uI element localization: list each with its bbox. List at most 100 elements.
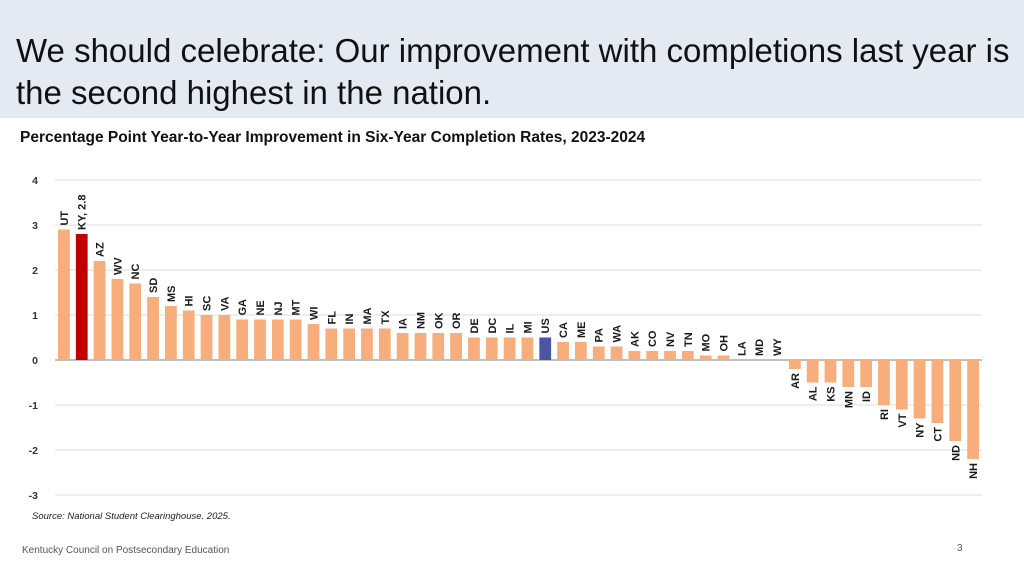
bar-al [806, 360, 819, 383]
bar-fl [325, 328, 338, 360]
bar-ny [913, 360, 926, 419]
category-label: AK [629, 331, 641, 347]
category-label: AR [790, 373, 802, 389]
bar-ut [58, 229, 70, 360]
category-label: OR [451, 312, 463, 329]
category-label: IL [505, 323, 517, 333]
category-label: ME [576, 322, 588, 339]
category-label: IN [344, 313, 356, 324]
category-label: OH [719, 335, 731, 352]
y-tick-label: 3 [32, 220, 38, 232]
bar-nj [271, 319, 284, 360]
bar-or [450, 333, 462, 360]
bar-sc [200, 315, 213, 360]
bar-nh [967, 360, 979, 459]
category-label: KY, 2.8 [77, 195, 89, 230]
category-label: CA [558, 322, 570, 338]
category-label: MI [522, 321, 534, 333]
bar-ia [396, 333, 409, 360]
category-label: US [540, 318, 552, 333]
slide-title: We should celebrate: Our improvement wit… [16, 32, 1010, 111]
category-label: CO [647, 330, 659, 347]
category-label: WY [772, 338, 784, 356]
category-label: VA [219, 296, 231, 311]
bar-co [646, 351, 659, 360]
category-label: ND [950, 445, 962, 461]
bar-ak [628, 351, 641, 360]
bar-dc [485, 337, 498, 360]
bar-ma [361, 328, 373, 360]
category-label: UT [59, 211, 71, 226]
bar-ga [236, 319, 249, 360]
y-tick-label: -1 [29, 400, 38, 412]
bar-sd [147, 297, 159, 360]
category-label: TN [683, 332, 695, 347]
category-label: RI [879, 409, 891, 420]
bar-hi [182, 310, 195, 360]
category-label: NJ [273, 301, 285, 315]
category-label: VT [897, 413, 909, 427]
bar-ne [254, 319, 266, 360]
bar-ct [931, 360, 944, 423]
category-label: AZ [95, 242, 107, 257]
category-label: NH [968, 463, 980, 479]
category-label: NC [130, 264, 142, 280]
category-label: DC [487, 318, 499, 334]
category-label: MN [843, 391, 855, 408]
y-tick-label: -2 [29, 445, 38, 457]
category-label: WA [612, 325, 624, 343]
bar-wa [610, 346, 623, 360]
category-label: IA [398, 318, 410, 329]
category-label: GA [237, 299, 249, 316]
category-label: SC [202, 296, 214, 311]
bar-id [860, 360, 873, 387]
bar-mo [699, 355, 712, 360]
bar-me [575, 342, 587, 360]
source-note: Source: National Student Clearinghouse. … [32, 511, 231, 522]
category-label: TX [380, 310, 392, 325]
bar-vt [895, 360, 908, 410]
category-label: MO [701, 333, 713, 351]
category-label: NY [915, 422, 927, 438]
y-tick-label: -3 [29, 490, 38, 502]
bar-il [503, 337, 516, 360]
bar-nm [414, 333, 427, 360]
bar-mt [289, 319, 302, 360]
bar-ky-2-8 [75, 234, 88, 360]
category-label: MT [291, 299, 303, 315]
bar-mi [521, 337, 534, 360]
category-label: SD [148, 278, 160, 293]
category-label: MS [166, 286, 178, 303]
y-tick-label: 0 [32, 355, 38, 367]
bar-pa [592, 346, 605, 360]
chart-title: Percentage Point Year-to-Year Improvemen… [20, 129, 646, 146]
bar-mn [842, 360, 855, 387]
bar-wv [111, 279, 124, 360]
category-label: DE [469, 318, 481, 333]
category-label: ID [861, 391, 873, 402]
category-label: HI [184, 296, 196, 307]
bar-tn [681, 351, 694, 360]
category-label: WI [308, 307, 320, 320]
bar-nd [949, 360, 962, 441]
category-label: FL [326, 311, 338, 325]
bar-az [93, 261, 106, 360]
category-label: CT [932, 427, 944, 442]
bar-nc [129, 283, 142, 360]
category-label: KS [825, 387, 837, 402]
bar-oh [717, 355, 730, 360]
bar-nv [664, 351, 676, 360]
category-label: PA [594, 328, 606, 343]
category-label: MD [754, 339, 766, 356]
bar-tx [378, 328, 391, 360]
bar-ar [788, 360, 801, 369]
y-tick-label: 2 [32, 265, 38, 277]
bar-va [218, 315, 231, 360]
title-band [0, 0, 1024, 118]
category-label: MA [362, 307, 374, 324]
page-number: 3 [957, 543, 963, 554]
bar-us [539, 337, 552, 360]
category-label: NV [665, 331, 677, 347]
category-label: NM [415, 312, 427, 329]
